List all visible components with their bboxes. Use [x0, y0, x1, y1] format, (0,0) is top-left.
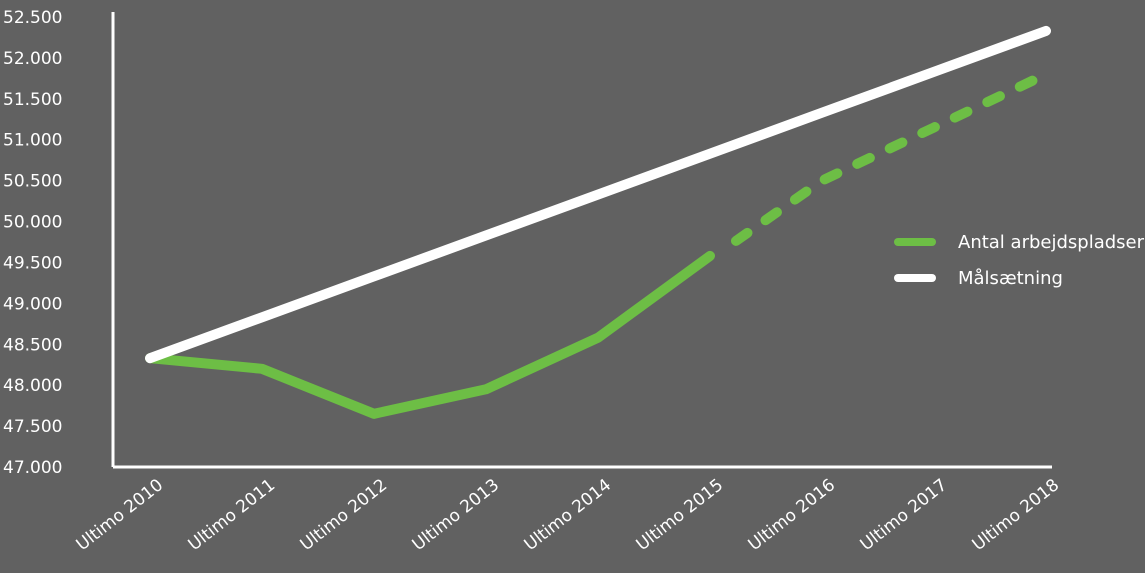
y-tick-label: 48.000	[3, 376, 62, 396]
legend-label: Antal arbejdspladser	[958, 232, 1145, 253]
y-tick-label: 52.500	[3, 8, 62, 28]
legend: Antal arbejdspladser Målsætning	[894, 232, 1145, 289]
y-tick-label: 50.500	[3, 172, 62, 192]
y-tick-label: 47.500	[3, 417, 62, 437]
x-tick-label: Ultimo 2017	[857, 475, 951, 555]
y-tick-label: 52.000	[3, 49, 62, 69]
y-tick-label: 50.000	[3, 213, 62, 233]
x-axis-ticks: Ultimo 2010 Ultimo 2011 Ultimo 2012 Ultimo …	[73, 475, 1063, 555]
x-tick-label: Ultimo 2014	[521, 475, 615, 555]
y-tick-label: 49.500	[3, 253, 62, 273]
y-tick-label: 47.000	[3, 458, 62, 478]
x-tick-label: Ultimo 2010	[73, 475, 167, 555]
x-tick-label: Ultimo 2012	[297, 475, 391, 555]
y-tick-label: 51.000	[3, 131, 62, 151]
y-tick-label: 49.000	[3, 294, 62, 314]
y-tick-label: 48.500	[3, 335, 62, 355]
x-tick-label: Ultimo 2018	[969, 475, 1063, 555]
x-tick-label: Ultimo 2011	[185, 475, 279, 555]
x-tick-label: Ultimo 2013	[409, 475, 503, 555]
y-tick-label: 51.500	[3, 90, 62, 110]
series-line-0-projection	[731, 69, 1051, 246]
series-lines	[145, 25, 1051, 419]
y-axis-ticks: 47.000 47.500 48.000 48.500 49.000 49.500 50.0…	[3, 8, 62, 478]
legend-label: Målsætning	[958, 268, 1063, 289]
series-line-0	[145, 250, 715, 419]
series-line-1	[145, 25, 1051, 364]
x-tick-label: Ultimo 2015	[633, 475, 727, 555]
x-tick-label: Ultimo 2016	[745, 475, 839, 555]
